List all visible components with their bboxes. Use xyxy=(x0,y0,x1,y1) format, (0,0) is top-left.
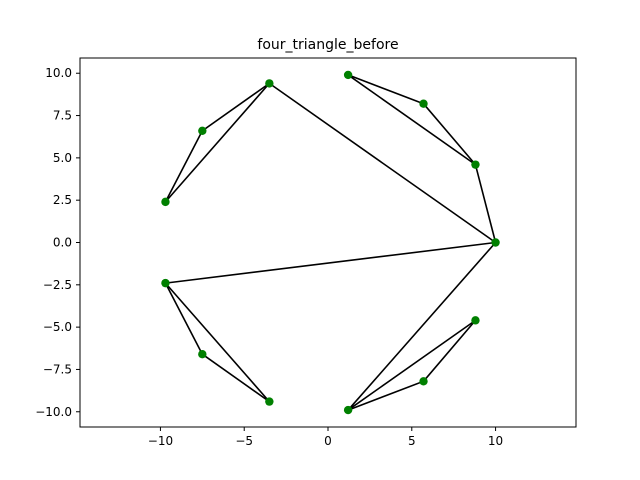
edge-8 xyxy=(165,241,496,284)
edge-4 xyxy=(268,82,497,244)
point-9 xyxy=(265,397,274,406)
y-tick-label-1: −7.5 xyxy=(43,362,72,376)
edges-layer xyxy=(164,74,497,411)
points-layer xyxy=(161,70,500,415)
point-2 xyxy=(419,99,428,108)
edge-14 xyxy=(422,319,477,382)
edge-13 xyxy=(347,380,424,411)
point-8 xyxy=(198,350,207,359)
y-axis: −10.0 −7.5 −5.0 −2.5 0.0 2.5 5.0 7.5 10.0 xyxy=(35,66,80,419)
y-tick-label-8: 10.0 xyxy=(45,66,72,80)
y-tick-label-4: 0.0 xyxy=(53,236,72,250)
point-0 xyxy=(491,238,500,247)
point-5 xyxy=(198,126,207,135)
edge-3 xyxy=(347,74,476,166)
x-tick-label-4: 10 xyxy=(488,434,503,448)
y-tick-label-0: −10.0 xyxy=(35,405,72,419)
point-10 xyxy=(343,405,353,415)
edge-12 xyxy=(347,241,497,411)
x-tick-label-3: 5 xyxy=(408,434,416,448)
y-tick-label-6: 5.0 xyxy=(53,151,72,165)
y-tick-label-2: −5.0 xyxy=(43,320,72,334)
edge-5 xyxy=(201,82,270,132)
edge-15 xyxy=(347,319,476,411)
edge-2 xyxy=(347,74,424,105)
point-6 xyxy=(161,197,170,207)
edge-9 xyxy=(164,282,204,355)
point-4 xyxy=(265,79,274,88)
edge-1 xyxy=(422,103,477,166)
edge-6 xyxy=(164,130,204,203)
y-tick-label-5: 2.5 xyxy=(53,193,72,207)
y-tick-label-3: −2.5 xyxy=(43,278,72,292)
x-axis: −10 −5 0 5 10 xyxy=(148,427,503,448)
y-tick-label-7: 7.5 xyxy=(53,109,72,123)
point-11 xyxy=(419,377,428,386)
point-7 xyxy=(161,278,170,288)
chart-title: four_triangle_before xyxy=(257,37,398,53)
edge-0 xyxy=(474,164,497,243)
edge-11 xyxy=(164,282,270,403)
x-tick-label-0: −10 xyxy=(148,434,173,448)
point-12 xyxy=(471,316,480,325)
point-1 xyxy=(471,160,480,169)
edge-10 xyxy=(201,353,270,403)
edge-7 xyxy=(164,82,270,203)
x-tick-label-1: −5 xyxy=(235,434,253,448)
point-3 xyxy=(343,70,353,80)
x-tick-label-2: 0 xyxy=(324,434,332,448)
